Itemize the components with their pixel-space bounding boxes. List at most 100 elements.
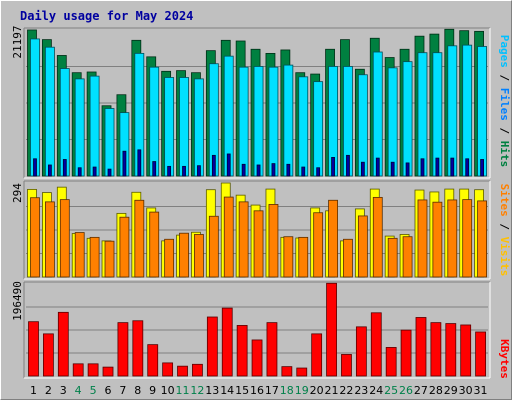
panel-max-label: 21197 [11, 25, 24, 58]
bar-pages-day-23 [360, 161, 365, 177]
chart-title: Daily usage for May 2024 [20, 9, 194, 23]
bar-kbytes-day-23 [355, 326, 367, 377]
bar-sites-day-13 [208, 215, 219, 278]
bar-sites-day-15 [238, 201, 249, 278]
bar-sites-day-14 [223, 196, 234, 278]
bar-pages-day-10 [167, 165, 172, 177]
bar-files-day-15 [238, 66, 249, 177]
bar-pages-day-30 [465, 158, 470, 177]
day-label-25: 25 [384, 384, 398, 397]
bar-pages-day-9 [152, 161, 157, 177]
bar-files-day-30 [462, 44, 473, 177]
day-label-26: 26 [399, 384, 413, 397]
bar-kbytes-day-19 [296, 367, 308, 377]
bar-sites-day-2 [45, 201, 55, 278]
bar-kbytes-day-26 [400, 329, 412, 377]
panel-max-label: 196490 [11, 281, 24, 321]
bar-pages-day-29 [450, 157, 455, 177]
bar-pages-day-28 [435, 157, 440, 177]
bar-sites-day-20 [313, 212, 324, 278]
bar-sites-day-30 [462, 199, 473, 278]
day-label-17: 17 [265, 384, 279, 397]
legend-part: Pages [498, 35, 511, 68]
bar-files-day-11 [179, 77, 189, 177]
bar-sites-day-4 [74, 232, 85, 278]
bar-sites-day-10 [164, 238, 175, 278]
legend-visits-sites: Sites / Visits [498, 184, 511, 277]
bar-kbytes-day-25 [385, 347, 397, 377]
day-label-9: 9 [149, 384, 156, 397]
day-label-29: 29 [444, 384, 458, 397]
legend-part: Hits [498, 141, 511, 168]
legend-kbytes: KBytes [498, 339, 511, 379]
bar-kbytes-day-4 [72, 363, 84, 377]
bar-pages-day-2 [48, 164, 52, 177]
bar-kbytes-day-3 [57, 311, 69, 377]
bar-files-day-17 [268, 66, 279, 177]
bar-sites-day-11 [179, 232, 189, 278]
day-label-3: 3 [60, 384, 67, 397]
bar-sites-day-31 [477, 200, 487, 278]
bar-pages-day-19 [301, 166, 306, 177]
bar-kbytes-day-8 [132, 320, 144, 377]
bar-pages-day-15 [241, 163, 246, 177]
day-label-31: 31 [474, 384, 488, 397]
day-label-4: 4 [75, 384, 82, 397]
bar-sites-day-3 [59, 199, 70, 278]
day-label-15: 15 [235, 384, 249, 397]
bar-pages-day-6 [107, 168, 112, 177]
day-label-18: 18 [280, 384, 294, 397]
bar-files-day-2 [45, 46, 55, 177]
bar-kbytes-day-1 [28, 321, 39, 377]
bar-sites-day-29 [447, 199, 458, 278]
bar-sites-day-28 [432, 201, 443, 278]
bar-sites-day-5 [89, 236, 100, 278]
day-label-14: 14 [220, 384, 234, 397]
legend-part: KBytes [498, 339, 511, 379]
day-label-5: 5 [90, 384, 97, 397]
bar-kbytes-day-11 [177, 365, 188, 377]
panel-visits-sites: 294 [11, 180, 491, 280]
day-label-23: 23 [354, 384, 368, 397]
bar-kbytes-day-24 [370, 312, 382, 377]
bar-files-day-6 [104, 108, 115, 177]
legend-part: / [498, 68, 511, 88]
day-label-28: 28 [429, 384, 443, 397]
day-label-19: 19 [295, 384, 309, 397]
bar-pages-day-26 [405, 162, 410, 177]
bar-pages-day-1 [33, 158, 37, 177]
bar-kbytes-day-20 [311, 333, 323, 377]
day-label-8: 8 [134, 384, 141, 397]
bar-sites-day-21 [328, 199, 338, 278]
bar-files-day-9 [149, 66, 160, 177]
legend-hits-files-pages: Pages / Files / Hits [498, 35, 511, 168]
bar-files-day-20 [313, 81, 324, 177]
bar-files-day-18 [283, 64, 294, 177]
bar-pages-day-16 [256, 164, 261, 177]
panel-hits-files-pages: 21197 [11, 25, 491, 179]
legend-part: / [498, 217, 511, 237]
bar-pages-day-24 [375, 157, 380, 177]
legend-part: Visits [498, 237, 511, 277]
bar-sites-day-8 [134, 199, 145, 278]
day-label-22: 22 [339, 384, 353, 397]
bar-kbytes-day-13 [206, 316, 218, 377]
legend-part: / [498, 121, 511, 141]
bar-sites-day-18 [283, 236, 294, 278]
bar-files-day-16 [253, 66, 264, 177]
day-label-6: 6 [104, 384, 111, 397]
bar-files-day-23 [357, 74, 368, 177]
day-label-27: 27 [414, 384, 428, 397]
bar-files-day-19 [298, 76, 309, 177]
bar-sites-day-12 [194, 234, 204, 278]
bar-pages-day-11 [182, 165, 186, 177]
bar-sites-day-9 [149, 211, 160, 278]
bar-files-day-26 [402, 61, 413, 177]
legend-part: Sites [498, 184, 511, 217]
bar-sites-day-27 [417, 199, 428, 278]
panel-max-label: 294 [11, 183, 24, 203]
bar-pages-day-5 [92, 166, 97, 177]
bar-kbytes-day-18 [281, 366, 293, 377]
day-label-12: 12 [190, 384, 204, 397]
bar-sites-day-1 [30, 197, 40, 278]
